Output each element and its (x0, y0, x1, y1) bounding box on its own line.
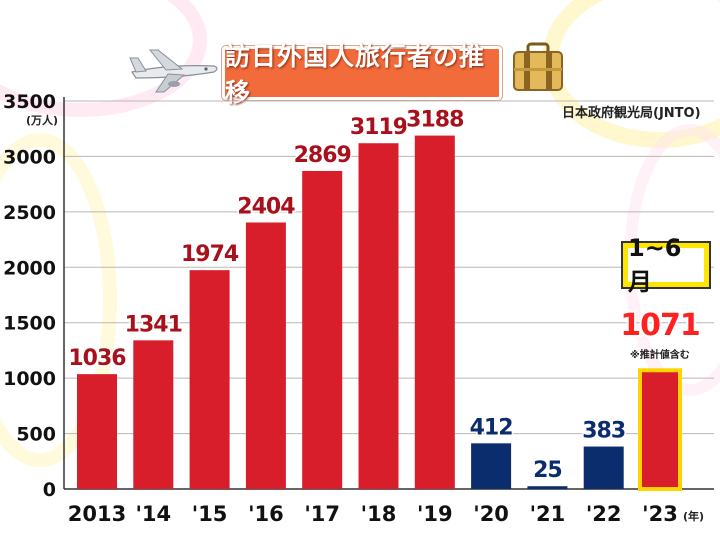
y-unit-label: (万人) (26, 113, 58, 127)
data-label-6: 3188 (406, 108, 463, 133)
bar-9 (583, 446, 624, 489)
period-label: 1~6月 (628, 234, 704, 296)
x-tick-label-7: '20 (473, 502, 509, 526)
y-tick-label: 2000 (3, 257, 56, 279)
bar-6 (414, 135, 455, 489)
x-tick-label-1: '14 (135, 502, 171, 526)
x-tick-label-0: 2013 (68, 502, 126, 526)
x-tick-label-3: '16 (248, 502, 284, 526)
data-label-5: 3119 (350, 115, 407, 140)
data-label-4: 2869 (294, 143, 351, 168)
x-unit-label: (年) (683, 509, 704, 523)
bar-0 (77, 374, 117, 489)
x-tick-label-2: '15 (192, 502, 228, 526)
period-callout: 1~6月 (621, 234, 711, 296)
suitcase-icon (513, 42, 563, 91)
x-tick-label-6: '19 (417, 502, 453, 526)
bar-10 (638, 368, 682, 491)
data-label-1: 1341 (125, 312, 182, 337)
bar-5 (358, 143, 399, 489)
x-tick-label-8: '21 (530, 502, 566, 526)
x-tick-label-10: '23 (642, 502, 678, 526)
x-tick-label-4: '17 (304, 502, 340, 526)
estimate-note: ※推計値含む (630, 350, 690, 361)
y-tick-label: 0 (43, 479, 56, 501)
data-label-10: 1071 (620, 308, 700, 343)
data-label-7: 412 (470, 415, 513, 440)
chart-title-box: 訪日外国人旅行者の推移 (222, 42, 502, 107)
chart-title: 訪日外国人旅行者の推移 (225, 42, 486, 107)
data-label-9: 383 (582, 419, 625, 444)
bar-8 (527, 486, 568, 489)
airplane-icon (129, 49, 218, 93)
bar-2 (189, 270, 230, 489)
data-label-2: 1974 (181, 242, 239, 267)
source-label: 日本政府観光局(JNTO) (562, 106, 701, 121)
x-tick-label-9: '22 (586, 502, 622, 526)
y-tick-label: 1000 (3, 368, 56, 390)
y-tick-label: 1500 (3, 313, 56, 335)
y-tick-label: 3000 (3, 146, 56, 168)
bar-4 (302, 170, 343, 489)
y-tick-label: 2500 (3, 202, 56, 224)
data-label-3: 2404 (237, 194, 295, 219)
data-label-0: 1036 (68, 346, 126, 371)
x-tick-label-5: '18 (361, 502, 397, 526)
data-label-8: 25 (533, 458, 562, 483)
bar-1 (133, 340, 174, 489)
bar-3 (245, 222, 286, 489)
y-tick-label: 500 (16, 424, 56, 446)
bar-7 (471, 443, 512, 489)
y-tick-label: 3500 (3, 91, 56, 113)
